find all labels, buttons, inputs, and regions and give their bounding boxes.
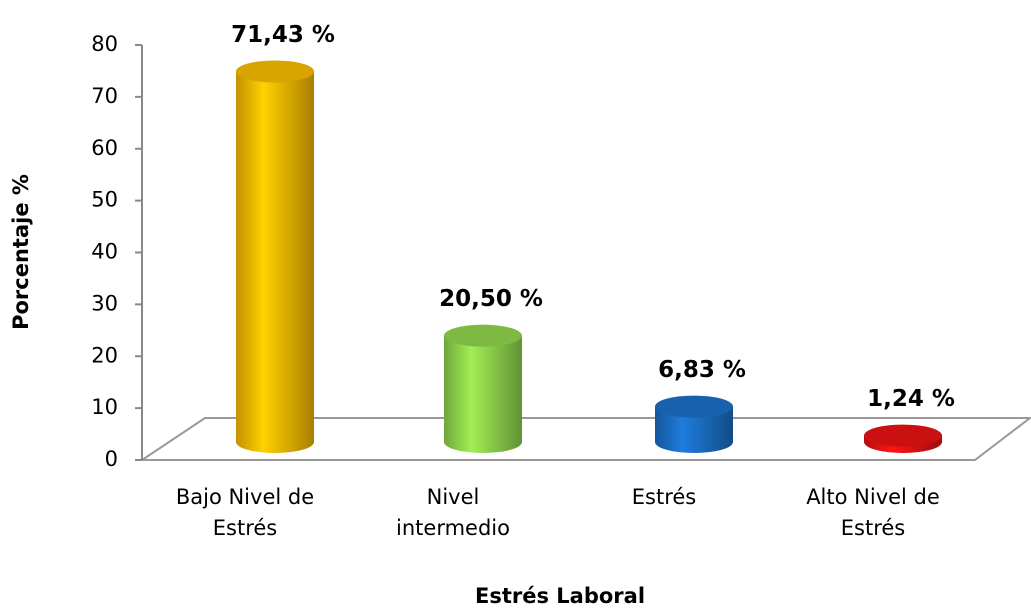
bar-top: [236, 60, 314, 83]
x-axis-label: Estrés Laboral: [475, 584, 645, 608]
y-tick-label: 50: [91, 188, 118, 212]
x-tick-label: Nivel intermedio: [396, 485, 510, 540]
data-label: 1,24 %: [867, 386, 955, 412]
y-tick-label: 70: [91, 84, 118, 108]
y-tick-label: 80: [91, 32, 118, 56]
y-tick-label: 0: [105, 447, 118, 471]
y-tick-label: 60: [91, 136, 118, 160]
data-label: 20,50 %: [439, 286, 543, 312]
bar-top: [444, 324, 522, 347]
y-tick-label: 20: [91, 343, 118, 367]
x-tick-label: Alto Nivel de Estrés: [806, 485, 940, 540]
floor: [138, 417, 1031, 461]
y-tick-label: 40: [91, 240, 118, 264]
data-label: 6,83 %: [658, 357, 746, 383]
bar-top: [864, 424, 942, 447]
bar: [236, 71, 314, 442]
y-axis-label: Porcentaje %: [9, 174, 33, 330]
y-tick-label: 10: [91, 395, 118, 419]
y-tick-label: 30: [91, 291, 118, 315]
x-tick-label: Estrés: [631, 485, 697, 509]
bar-top: [655, 395, 733, 418]
bar: [444, 335, 522, 442]
data-label: 71,43 %: [231, 22, 335, 48]
x-tick-label: Bajo Nivel de Estrés: [175, 485, 315, 540]
